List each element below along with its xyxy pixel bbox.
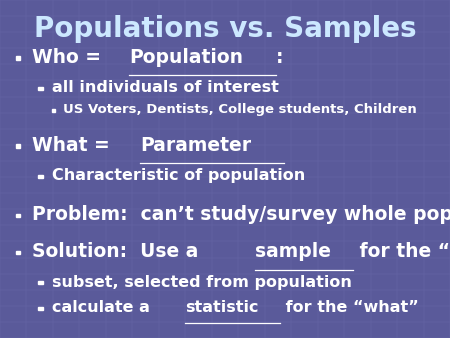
- Text: all individuals of interest: all individuals of interest: [52, 80, 279, 95]
- Bar: [15, 144, 21, 148]
- Bar: [38, 175, 42, 178]
- Text: Parameter: Parameter: [140, 136, 252, 155]
- Text: Solution:  Use a: Solution: Use a: [32, 242, 204, 261]
- Text: for the “who”: for the “who”: [353, 242, 450, 261]
- Bar: [38, 87, 42, 90]
- Text: Characteristic of population: Characteristic of population: [52, 168, 305, 183]
- Text: US Voters, Dentists, College students, Children: US Voters, Dentists, College students, C…: [63, 103, 417, 116]
- Text: :: :: [276, 48, 284, 67]
- Text: subset, selected from population: subset, selected from population: [52, 275, 351, 290]
- Text: statistic: statistic: [185, 300, 259, 315]
- Text: for the “what”: for the “what”: [280, 300, 419, 315]
- Text: Population: Population: [129, 48, 243, 67]
- Text: Who =: Who =: [32, 48, 107, 67]
- Bar: [15, 56, 21, 60]
- Bar: [38, 307, 42, 310]
- Text: Problem:  can’t study/survey whole pop: Problem: can’t study/survey whole pop: [32, 205, 450, 224]
- Bar: [51, 109, 55, 112]
- Bar: [15, 251, 21, 255]
- Text: calculate a: calculate a: [52, 300, 155, 315]
- Text: Populations vs. Samples: Populations vs. Samples: [34, 15, 416, 43]
- Text: What =: What =: [32, 136, 116, 155]
- Text: sample: sample: [255, 242, 331, 261]
- Bar: [38, 281, 42, 284]
- Bar: [15, 214, 21, 217]
